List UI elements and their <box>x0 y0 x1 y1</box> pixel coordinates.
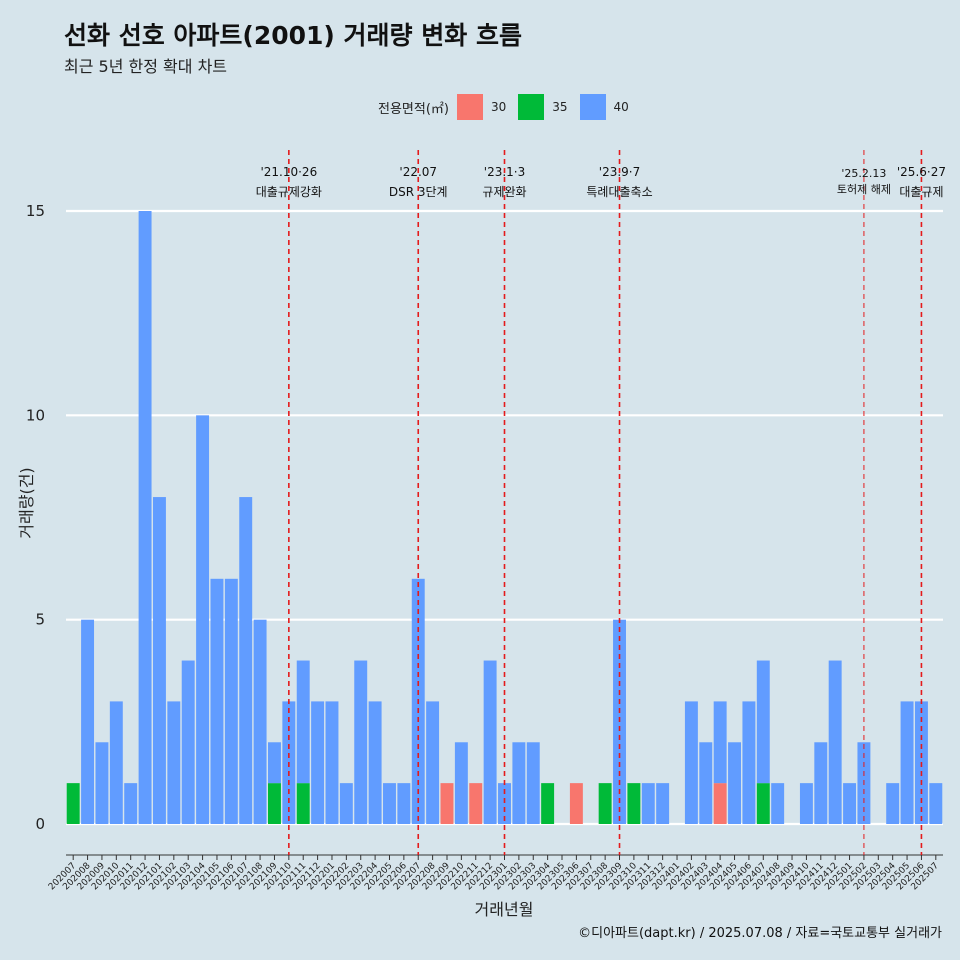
y-tick-label-0: 0 <box>35 815 45 833</box>
bar-202405-40 <box>728 742 742 824</box>
bar-202311-40 <box>641 783 655 824</box>
bar-202404-30 <box>713 783 727 824</box>
legend-item-30: 30 <box>456 94 512 120</box>
bar-202210-40 <box>454 742 468 824</box>
legend-label-40: 40 <box>613 100 629 114</box>
legend-swatch-40 <box>579 94 606 120</box>
bar-202211-30 <box>469 783 483 824</box>
bar-202303-40 <box>526 742 540 824</box>
bar-202012-40 <box>138 211 152 824</box>
bar-202104-40 <box>196 415 210 824</box>
y-axis-title: 거래량(건) <box>17 467 36 538</box>
bar-202010-40 <box>109 701 123 824</box>
event-label-202301: 규제완화 <box>482 185 526 199</box>
bar-202106-40 <box>224 578 238 824</box>
bar-202410-40 <box>799 783 813 824</box>
bar-202007-35 <box>66 783 80 824</box>
y-tick-label-5: 5 <box>35 611 45 629</box>
bar-202308-35 <box>598 783 612 824</box>
legend-swatch-35 <box>518 94 545 120</box>
event-date-202309: '23.9·7 <box>599 165 640 179</box>
chart-title: 선화 선호 아파트(2001) 거래량 변화 흐름 <box>64 21 522 50</box>
legend-label-30: 30 <box>490 100 507 114</box>
legend-item-35: 35 <box>518 94 573 120</box>
bar-202310-35 <box>627 783 641 824</box>
event-date-202110: '21.10·26 <box>260 165 317 179</box>
legend-title: 전용면적(㎡) <box>378 101 449 117</box>
bar-202501-40 <box>843 783 857 824</box>
bar-202407-35 <box>756 783 770 824</box>
event-date-202301: '23.1·3 <box>484 165 525 179</box>
bar-202408-40 <box>771 783 785 824</box>
bar-202212-40 <box>483 660 497 824</box>
bar-202105-40 <box>210 578 224 824</box>
event-label-202207: DSR 3단계 <box>389 185 448 199</box>
event-date-202502: '25.2.13 <box>841 167 886 180</box>
bar-202107-40 <box>239 497 253 824</box>
legend-label-35: 35 <box>552 100 568 114</box>
event-label-202309: 특례대출축소 <box>586 185 652 199</box>
bar-202008-40 <box>81 619 95 824</box>
bar-202504-40 <box>886 783 900 824</box>
bar-202312-40 <box>656 783 670 824</box>
bar-202507-40 <box>929 783 943 824</box>
bar-202201-40 <box>325 701 339 824</box>
bar-202204-40 <box>368 701 382 824</box>
bar-202101-40 <box>152 497 166 824</box>
bar-202302-40 <box>512 742 526 824</box>
bar-202202-40 <box>339 783 353 824</box>
event-label-202506: 대출규제 <box>899 185 943 199</box>
bar-202505-40 <box>900 701 914 824</box>
event-label-202110: 대출규제강화 <box>256 185 322 199</box>
bar-202306-30 <box>569 783 583 824</box>
x-axis-title: 거래년월 <box>475 900 534 919</box>
bar-202411-40 <box>814 742 828 824</box>
bar-202203-40 <box>354 660 368 824</box>
chart-subtitle: 최근 5년 한정 확대 차트 <box>64 57 228 76</box>
bar-202109-35 <box>267 783 281 824</box>
bar-202109-40 <box>267 742 281 784</box>
bar-202103-40 <box>181 660 195 824</box>
y-tick-label-15: 15 <box>26 202 45 220</box>
bar-202403-40 <box>699 742 713 824</box>
bar-202102-40 <box>167 701 181 824</box>
event-date-202207: '22.07 <box>399 165 437 179</box>
bar-202111-40 <box>296 660 310 784</box>
bar-202208-40 <box>426 701 440 824</box>
bar-202206-40 <box>397 783 411 824</box>
bar-202111-35 <box>296 783 310 824</box>
bar-202404-40 <box>713 701 727 784</box>
bar-202406-40 <box>742 701 756 824</box>
bar-202304-35 <box>541 783 555 824</box>
bar-202205-40 <box>383 783 396 824</box>
bar-202402-40 <box>684 701 698 824</box>
bar-202407-40 <box>756 660 770 784</box>
legend-item-40: 40 <box>579 94 635 120</box>
event-label-202502: 토허제 해제 <box>837 182 891 196</box>
bar-202412-40 <box>828 660 842 824</box>
bar-202301-40 <box>498 783 511 824</box>
bar-202209-30 <box>440 783 454 824</box>
caption: ©디아파트(dapt.kr) / 2025.07.08 / 자료=국토교통부 실… <box>578 926 942 941</box>
legend-swatch-30 <box>456 94 483 120</box>
y-tick-label-10: 10 <box>26 406 45 424</box>
bar-202011-40 <box>124 783 138 824</box>
bar-202112-40 <box>311 701 325 824</box>
legend: 전용면적(㎡) 30 35 40 <box>378 92 641 122</box>
bar-202108-40 <box>253 619 267 824</box>
bar-202009-40 <box>95 742 109 824</box>
event-date-202506: '25.6·27 <box>897 165 946 179</box>
